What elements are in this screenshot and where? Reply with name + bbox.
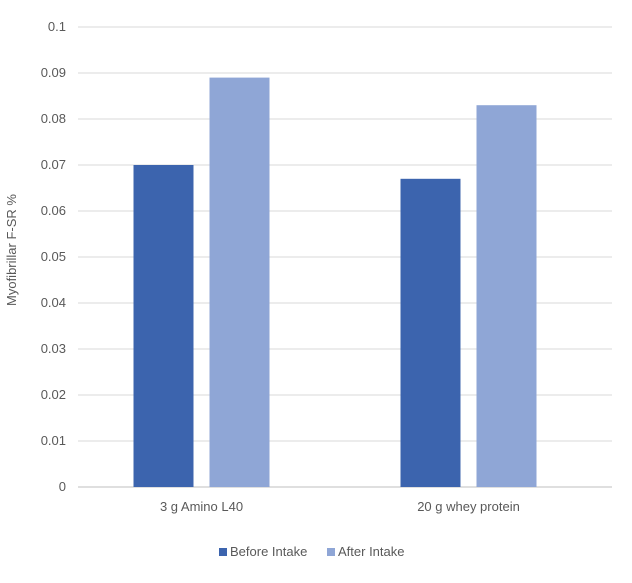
y-tick-label: 0.01 [41,433,66,448]
legend-swatch [327,548,335,556]
category-label: 3 g Amino L40 [160,499,243,514]
y-tick-label: 0.03 [41,341,66,356]
bar-before-1 [400,178,461,488]
category-label: 20 g whey protein [417,499,520,514]
y-tick-label: 0.09 [41,65,66,80]
y-tick-label: 0.07 [41,157,66,172]
y-tick-label: 0.04 [41,295,66,310]
y-tick-labels: 0 0.01 0.02 0.03 0.04 0.05 0.06 0.07 0.08 0.09 0.1 [41,19,66,494]
category-labels: 3 g Amino L40 20 g whey protein [160,499,520,514]
legend: Before Intake After Intake [219,544,404,559]
bar-after-1 [476,105,537,487]
legend-label: After Intake [338,544,404,559]
y-tick-label: 0.05 [41,249,66,264]
y-tick-label: 0 [59,479,66,494]
legend-swatch [219,548,227,556]
bar-before-0 [133,165,194,487]
bars [133,77,537,488]
y-tick-label: 0.1 [48,19,66,34]
legend-label: Before Intake [230,544,307,559]
y-tick-label: 0.02 [41,387,66,402]
y-tick-label: 0.08 [41,111,66,126]
y-axis-label: Myofibrillar F-SR % [4,194,19,306]
y-tick-label: 0.06 [41,203,66,218]
bar-after-0 [209,77,270,487]
